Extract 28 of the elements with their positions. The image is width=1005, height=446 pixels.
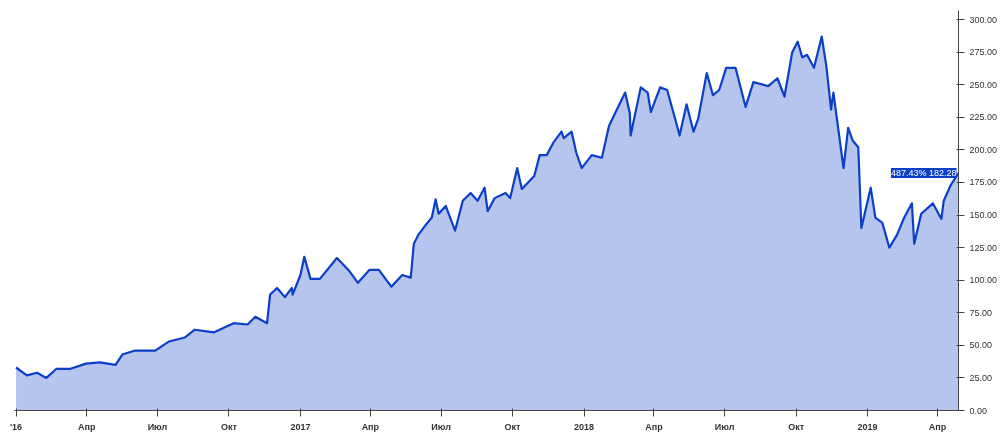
x-tick-label: Апр [78, 421, 96, 432]
x-tick-label: Апр [928, 421, 947, 432]
y-tick-label: 250.00 [969, 79, 998, 90]
x-tick-label: Окт [504, 421, 522, 432]
x-tick-label: 2019 [857, 421, 878, 432]
x-tick-label: Апр [361, 421, 380, 432]
y-tick-label: 50.00 [969, 340, 993, 351]
y-tick-label: 125.00 [969, 242, 998, 253]
x-tick-label: Июл [431, 421, 452, 432]
y-tick-label: 300.00 [969, 14, 998, 25]
x-tick-label: Окт [220, 421, 238, 432]
x-tick-label: Июл [714, 421, 735, 432]
y-tick-label: 0.00 [969, 405, 988, 416]
y-tick-label: 100.00 [969, 275, 998, 286]
x-tick-label: 2018 [574, 421, 595, 432]
y-tick-label: 275.00 [969, 47, 998, 58]
x-tick-label: 2017 [290, 421, 311, 432]
y-tick-label: 225.00 [969, 112, 998, 123]
y-tick-label: 175.00 [969, 177, 998, 188]
x-tick-label: Окт [788, 421, 805, 432]
x-tick-label: Апр [645, 421, 664, 432]
y-tick-label: 200.00 [969, 144, 998, 155]
y-tick-label: 25.00 [969, 372, 993, 383]
y-tick-label: 150.00 [969, 210, 998, 221]
annotation: 487.43% 182.28 [890, 168, 957, 178]
y-tick-label: 75.00 [969, 307, 993, 318]
x-tick-label: Июл [147, 421, 168, 432]
x-tick-label: '16 [9, 421, 23, 432]
